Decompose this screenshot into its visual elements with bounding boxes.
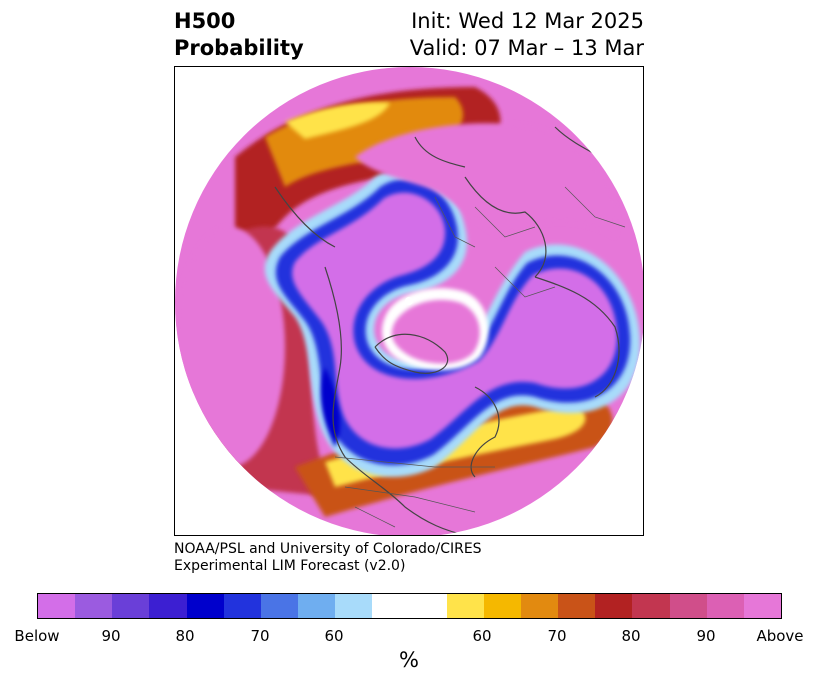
- colorbar-swatch: [75, 594, 113, 618]
- north-pole-marker: [405, 297, 413, 305]
- colorbar-swatch: [223, 594, 261, 618]
- colorbar-tick-label: 80: [175, 627, 195, 645]
- trough-core-west: [320, 367, 341, 447]
- colorbar-swatch: [706, 594, 744, 618]
- colorbar-swatch: [38, 594, 76, 618]
- variable-title: H500: [174, 9, 236, 33]
- valid-range: Valid: 07 Mar – 13 Mar: [409, 36, 644, 60]
- colorbar-tick-label: Above: [756, 627, 804, 645]
- colorbar-swatch: [372, 594, 447, 618]
- colorbar-swatch: [446, 594, 484, 618]
- colorbar-swatch: [521, 594, 559, 618]
- country-borders: [334, 186, 626, 528]
- colorbar-swatch: [558, 594, 596, 618]
- colorbar-tick-label: 90: [101, 627, 121, 645]
- colorbar-unit-label: %: [399, 648, 419, 672]
- colorbar-swatch: [743, 594, 782, 618]
- colorbar-swatch: [335, 594, 373, 618]
- colorbar-tick-label: 60: [472, 627, 492, 645]
- colorbar-swatch: [298, 594, 336, 618]
- ridge-band-north-core: [285, 102, 390, 139]
- colorbar-tick-label: 80: [621, 627, 641, 645]
- trough-core: [292, 192, 618, 449]
- map-panel: [174, 66, 644, 536]
- colorbar-swatch: [186, 594, 224, 618]
- colorbar-swatch: [483, 594, 522, 618]
- probability-map: [175, 67, 643, 535]
- colorbar-tick-label: 70: [250, 627, 270, 645]
- chart-title-right: Init: Wed 12 Mar 2025 Valid: 07 Mar – 13…: [410, 8, 644, 62]
- colorbar-swatch: [112, 594, 150, 618]
- arctic-ridge: [355, 123, 617, 237]
- colorbar-tick-label: 90: [696, 627, 716, 645]
- colorbar-tick-label: Below: [14, 627, 60, 645]
- credit-line-2: Experimental LIM Forecast (v2.0): [174, 558, 406, 574]
- colorbar-tick-label: 70: [547, 627, 567, 645]
- colorbar-swatch: [260, 594, 299, 618]
- credit-line-1: NOAA/PSL and University of Colorado/CIRE…: [174, 541, 482, 557]
- colorbar-swatch: [669, 594, 707, 618]
- chart-title-left: H500 Probability: [174, 8, 304, 62]
- credit-text: NOAA/PSL and University of Colorado/CIRE…: [174, 541, 482, 575]
- variable-subtitle: Probability: [174, 36, 304, 60]
- colorbar-swatch: [149, 594, 187, 618]
- init-date: Init: Wed 12 Mar 2025: [411, 9, 644, 33]
- colorbar-swatch: [632, 594, 670, 618]
- colorbar-swatch: [595, 594, 633, 618]
- colorbar: [37, 593, 782, 619]
- coastlines: [274, 126, 636, 535]
- pacific-high: [175, 227, 285, 467]
- inner-ridge-core: [391, 299, 480, 364]
- colorbar-tick-label: 60: [324, 627, 344, 645]
